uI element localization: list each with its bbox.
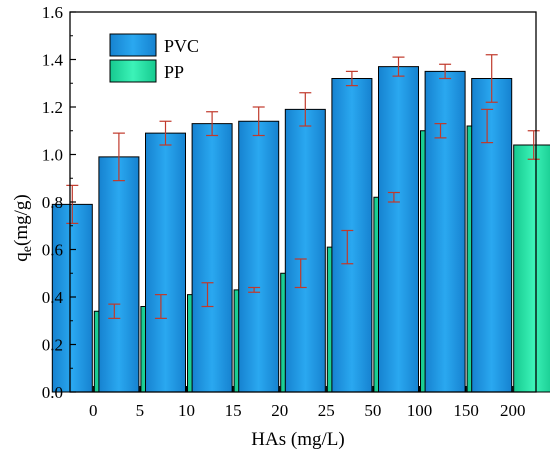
y-tick-label: 0.6 <box>42 241 63 260</box>
bar-pvc-25 <box>284 108 326 393</box>
y-tick-label: 1.2 <box>42 98 63 117</box>
bar-pvc-100 <box>378 66 419 393</box>
error-bar-pvc-10 <box>159 120 172 146</box>
error-bar-pp-10 <box>201 282 214 308</box>
y-tick-label: 1.0 <box>42 146 63 165</box>
error-bars-layer <box>66 54 540 319</box>
legend-swatch-pp <box>109 59 157 83</box>
bar-pvc-15 <box>191 123 233 393</box>
error-bar-pvc-15 <box>206 111 219 137</box>
bar-pvc-200 <box>471 78 513 393</box>
error-bar-pp-5 <box>154 294 167 319</box>
bar-pvc-20 <box>238 120 280 393</box>
y-tick-label: 0.8 <box>42 193 63 212</box>
x-tick-label: 20 <box>271 401 288 420</box>
x-axis-title: HAs (mg/L) <box>251 429 344 450</box>
bar-pvc-150 <box>424 70 466 393</box>
error-bar-pp-25 <box>341 229 354 265</box>
x-tick-label: 150 <box>453 401 479 420</box>
x-tick-label: 15 <box>225 401 242 420</box>
bar-pp-200 <box>513 144 550 393</box>
y-tick-label: 0.4 <box>42 288 64 307</box>
error-bar-pvc-100 <box>392 56 405 77</box>
x-tick-label: 5 <box>136 401 145 420</box>
x-tick-label: 25 <box>318 401 335 420</box>
legend-label-pvc: PVC <box>164 36 199 56</box>
legend: PVC PP <box>109 33 199 83</box>
error-bar-pvc-50 <box>345 70 358 87</box>
x-tick-label: 50 <box>364 401 381 420</box>
x-tick-label: 10 <box>178 401 195 420</box>
bar-pvc-0 <box>51 203 93 393</box>
y-tick-label: 0.0 <box>42 383 63 402</box>
error-bar-pvc-200 <box>485 54 498 103</box>
y-axis-title-subscript: e <box>20 246 35 252</box>
error-bar-pp-20 <box>294 258 307 289</box>
error-bar-pvc-0 <box>66 184 79 224</box>
error-bar-pvc-25 <box>299 92 312 127</box>
bar-pvc-5 <box>98 156 140 393</box>
x-tick-label: 0 <box>89 401 98 420</box>
bar-pvc-10 <box>145 132 186 393</box>
y-axis-title: qe(mg/g) <box>11 194 35 261</box>
error-bar-pp-15 <box>248 286 261 293</box>
error-bar-pp-0 <box>108 303 121 319</box>
error-bar-pvc-150 <box>439 63 452 80</box>
y-tick-label: 1.4 <box>42 51 64 70</box>
y-tick-label: 0.2 <box>42 336 63 355</box>
error-bar-pp-50 <box>387 191 400 203</box>
legend-label-pp: PP <box>164 62 184 82</box>
y-axis-title-main: q <box>11 252 32 262</box>
error-bar-pp-200 <box>527 130 540 160</box>
axes-layer: 0.0 0.2 0.4 0.6 0.8 1.0 1.2 1.4 1.6 0 5 10 15 20 25 50 1… <box>42 3 537 420</box>
y-axis-title-unit: (mg/g) <box>11 194 32 246</box>
legend-swatch-pvc <box>109 33 157 57</box>
error-bar-pvc-5 <box>112 132 125 182</box>
bars-layer <box>51 66 550 393</box>
x-tick-label: 100 <box>407 401 433 420</box>
x-tick-label: 200 <box>500 401 526 420</box>
error-bar-pp-100 <box>434 123 447 139</box>
error-bar-pp-150 <box>481 108 494 144</box>
svg-text:qe(mg/g): qe(mg/g) <box>11 194 35 261</box>
bar-pvc-50 <box>331 78 373 393</box>
error-bar-pvc-20 <box>252 106 265 137</box>
y-tick-label: 1.6 <box>42 3 63 22</box>
